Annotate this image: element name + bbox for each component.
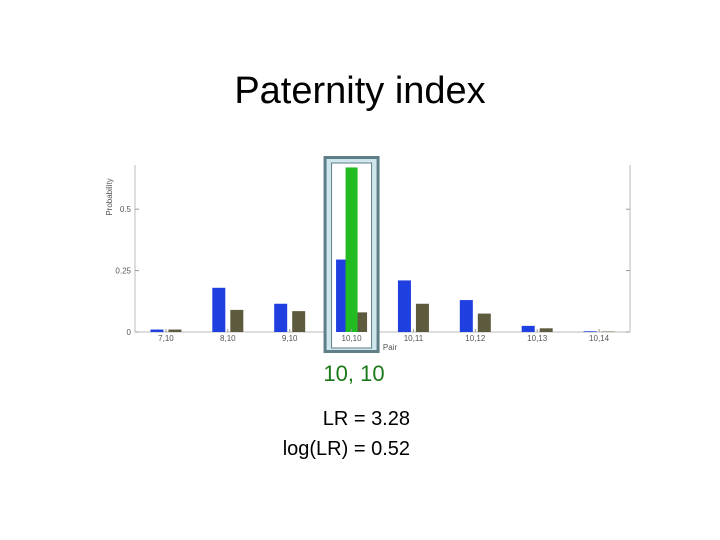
x-tick-label: 9,10 [282,334,298,343]
bar-series-b [292,311,306,332]
x-tick-label: 10,13 [527,334,548,343]
bar-series-b [230,309,244,332]
y-tick-label: 0.5 [120,205,132,214]
x-tick-label: 10,10 [342,334,363,343]
x-tick-label: 10,12 [465,334,486,343]
page-title: Paternity index [234,70,486,112]
x-tick-label: 7,10 [158,334,174,343]
x-tick-label: 8,10 [220,334,236,343]
bar-highlight [345,167,358,332]
bar-series-b [539,328,553,332]
bar-series-a [397,280,411,332]
log-lr-value: log(LR) = 0.52 [282,438,410,460]
x-axis-label: Pair [383,343,398,352]
bar-series-a [583,331,597,332]
lr-value: LR = 3.28 [322,408,410,430]
bar-series-b [168,329,182,332]
bar-series-b [477,313,491,332]
bar-series-b [415,303,429,332]
highlight-label: 10, 10 [323,361,385,386]
bar-series-a [150,329,164,332]
x-tick-label: 10,11 [404,334,424,343]
bar-series-a [274,303,288,332]
x-tick-label: 10,14 [589,334,610,343]
bar-series-a [459,300,473,332]
bar-series-a [212,287,226,332]
y-tick-label: 0 [127,328,132,337]
y-axis-label: Probability [105,178,114,215]
y-tick-label: 0.25 [115,267,131,276]
bar-series-a [521,325,535,332]
